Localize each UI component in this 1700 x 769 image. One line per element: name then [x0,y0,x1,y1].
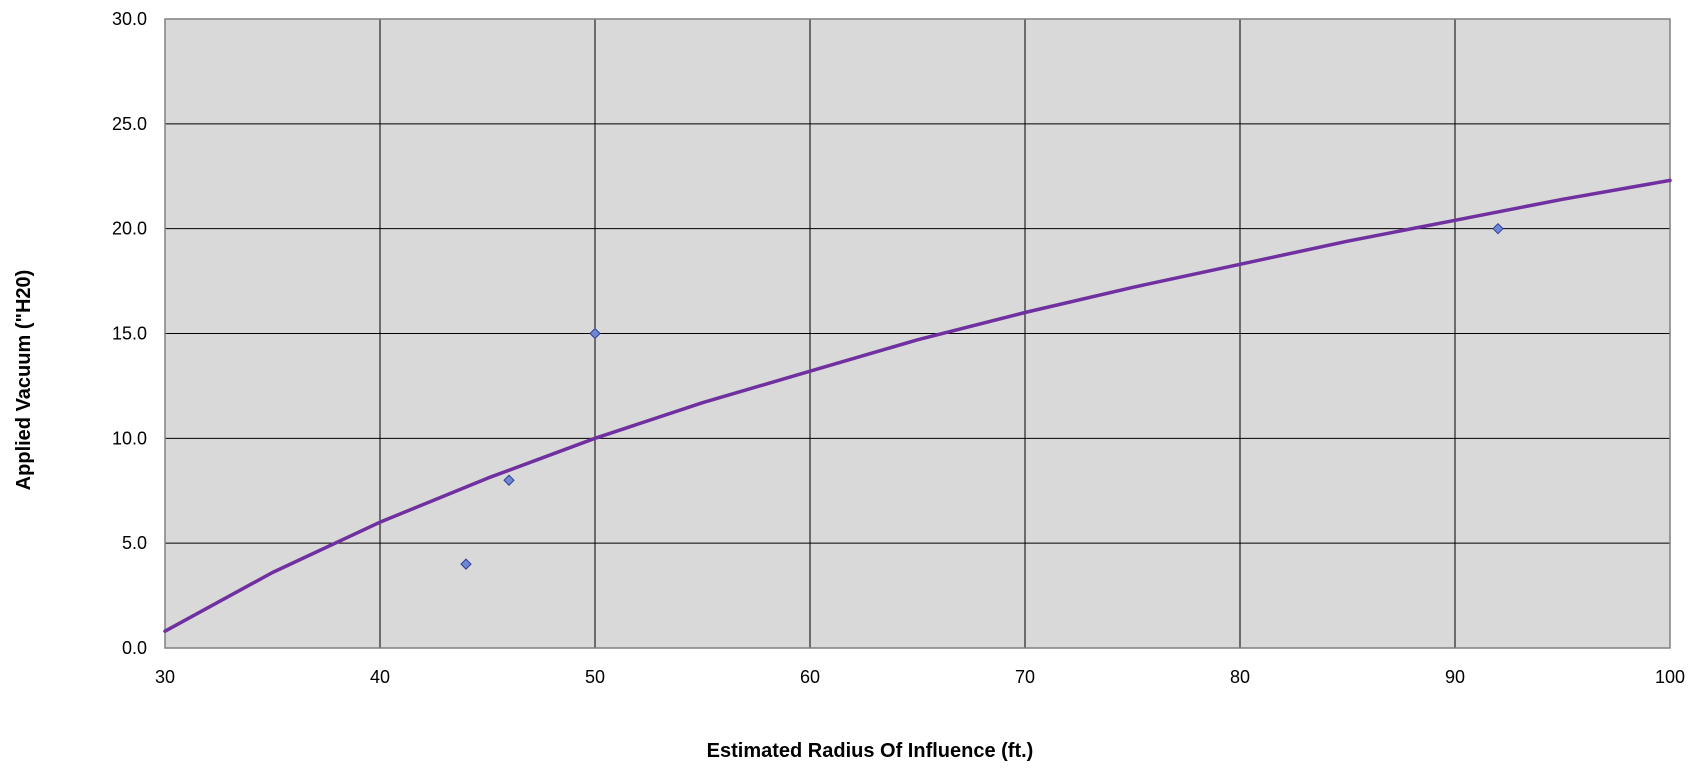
x-tick-label: 60 [800,667,820,687]
y-tick-label: 0.0 [122,638,147,658]
x-tick-label: 100 [1655,667,1685,687]
x-axis-title: Estimated Radius Of Influence (ft.) [707,740,1034,762]
y-axis-title: Applied Vacuum ("H20) [13,270,35,491]
x-tick-label: 70 [1015,667,1035,687]
x-tick-label: 50 [585,667,605,687]
y-tick-label: 10.0 [112,428,147,448]
x-tick-labels: 30 40 50 60 70 80 90 100 [155,667,1685,687]
trendline [163,178,1672,633]
x-tick-label: 40 [370,667,390,687]
data-point [503,474,515,486]
x-tick-label: 90 [1445,667,1465,687]
y-tick-label: 25.0 [112,114,147,134]
y-tick-label: 30.0 [112,9,147,29]
x-tick-label: 30 [155,667,175,687]
y-tick-label: 15.0 [112,324,147,344]
data-point [1492,222,1504,235]
x-tick-label: 80 [1230,667,1250,687]
data-points [460,222,1504,570]
data-point [589,327,601,340]
data-point [460,558,472,570]
y-tick-labels: 0.0 5.0 10.0 15.0 20.0 25.0 30.0 [112,9,147,658]
plot-border [164,18,1671,649]
y-tick-label: 20.0 [112,219,147,239]
y-tick-label: 5.0 [122,533,147,553]
